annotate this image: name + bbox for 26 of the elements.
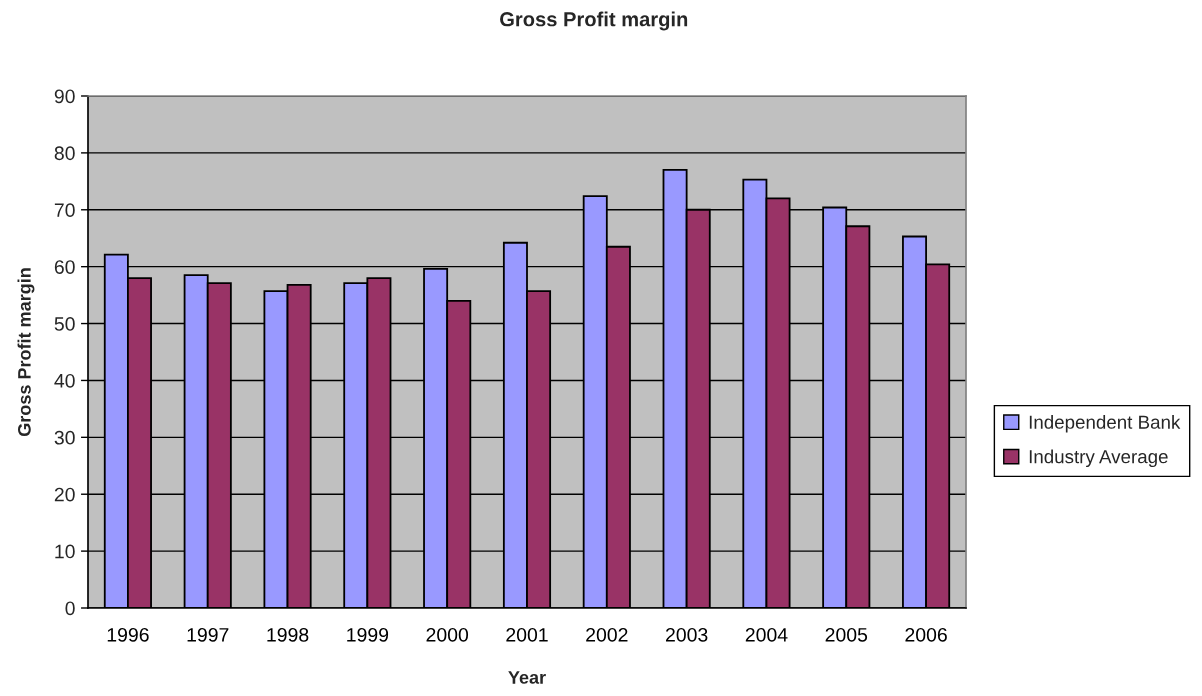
x-tick-label: 2003 xyxy=(665,627,708,642)
x-tick-label: 2005 xyxy=(825,627,868,642)
x-tick-label: 1997 xyxy=(187,627,229,642)
x-tick-label: 2001 xyxy=(506,627,548,642)
x-tick-label: 1998 xyxy=(267,627,309,642)
y-tick-label: 20 xyxy=(54,487,75,502)
x-tick-label: 1996 xyxy=(107,627,149,642)
y-tick-label: 60 xyxy=(54,260,75,274)
x-tick-label: 2006 xyxy=(905,627,947,642)
y-tick-label: 80 xyxy=(54,146,75,161)
y-tick-label: 90 xyxy=(54,89,75,104)
legend-label: Independent Bank xyxy=(1029,415,1181,433)
y-tick-label: 50 xyxy=(54,317,75,331)
y-tick-label: 10 xyxy=(55,544,75,559)
x-tick-label: 2000 xyxy=(426,627,469,642)
chart-title: Gross Profit margin xyxy=(500,11,688,31)
y-tick-label: 70 xyxy=(54,203,75,218)
y-tick-label: 30 xyxy=(54,430,75,445)
legend-label: Industry Average xyxy=(1029,449,1168,468)
x-tick-label: 2004 xyxy=(745,627,788,642)
x-tick-label: 1999 xyxy=(347,627,389,642)
x-axis-title: Year xyxy=(508,671,546,684)
y-axis-title: Gross Profit margin xyxy=(17,268,35,437)
x-tick-label: 2002 xyxy=(586,627,628,642)
y-tick-label: 40 xyxy=(54,373,75,388)
y-tick-label: 0 xyxy=(65,601,75,616)
